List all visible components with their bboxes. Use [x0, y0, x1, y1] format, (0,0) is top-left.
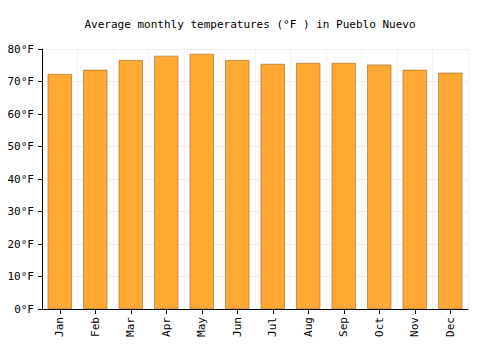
- svg-text:10°F: 10°F: [8, 270, 35, 283]
- svg-text:Mar: Mar: [124, 317, 137, 337]
- svg-text:Oct: Oct: [373, 317, 386, 337]
- svg-text:May: May: [195, 317, 208, 337]
- svg-text:0°F: 0°F: [14, 303, 34, 316]
- svg-text:Jun: Jun: [231, 317, 244, 337]
- svg-text:60°F: 60°F: [8, 108, 35, 121]
- svg-text:Aug: Aug: [302, 317, 315, 337]
- svg-text:Jan: Jan: [53, 317, 66, 337]
- svg-text:Dec: Dec: [444, 317, 457, 337]
- svg-text:80°F: 80°F: [8, 43, 35, 56]
- svg-text:Jul: Jul: [266, 317, 279, 337]
- svg-text:40°F: 40°F: [8, 173, 35, 186]
- svg-text:20°F: 20°F: [8, 238, 35, 251]
- svg-text:70°F: 70°F: [8, 75, 35, 88]
- svg-text:Sep: Sep: [337, 317, 350, 337]
- svg-text:Feb: Feb: [89, 317, 102, 337]
- svg-text:30°F: 30°F: [8, 205, 35, 218]
- svg-text:Nov: Nov: [408, 317, 421, 337]
- svg-text:Apr: Apr: [160, 317, 173, 337]
- svg-text:50°F: 50°F: [8, 140, 35, 153]
- svg-text:Average monthly temperatures (: Average monthly temperatures (°F ) in Pu…: [84, 18, 415, 31]
